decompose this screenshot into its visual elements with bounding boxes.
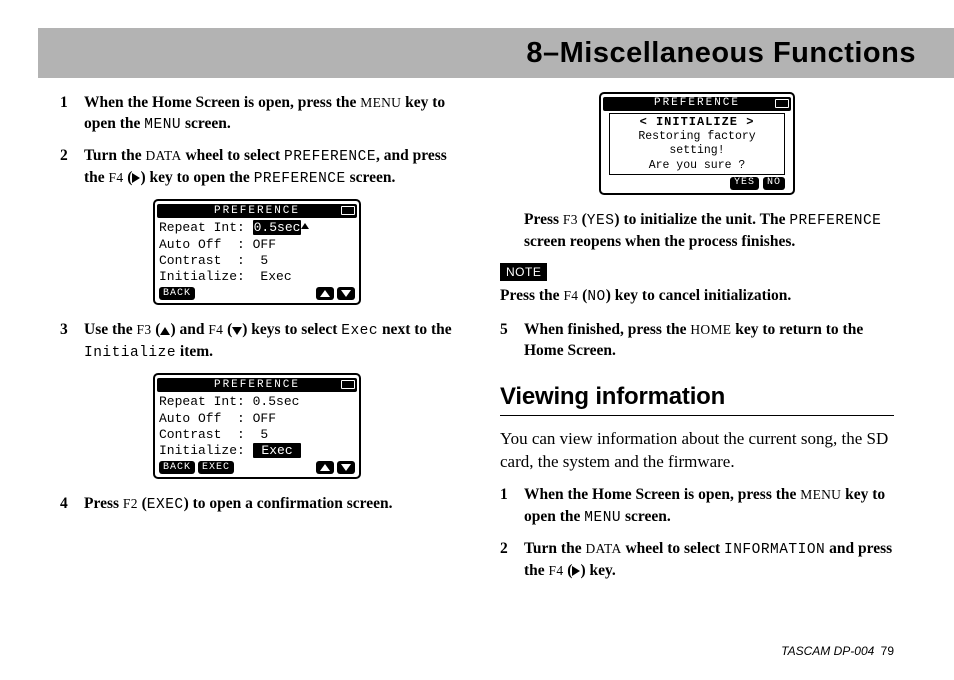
up-icon	[160, 327, 170, 335]
lcd-row: Auto Off : OFF	[159, 237, 355, 253]
viewing-step-1: 1 When the Home Screen is open, press th…	[500, 484, 894, 527]
step-number: 2	[60, 145, 74, 189]
lcd-dialog: < INITIALIZE > Restoring factory setting…	[609, 113, 785, 175]
lcd-3-wrap: PREFERENCE < INITIALIZE > Restoring fact…	[500, 92, 894, 195]
lcd-back-button: BACK	[159, 461, 195, 474]
viewing-step-2: 2 Turn the DATA wheel to select INFORMAT…	[500, 538, 894, 581]
section-heading: Viewing information	[500, 383, 894, 411]
page-footer: TASCAM DP-004 79	[781, 644, 894, 658]
lcd-up-button	[316, 287, 334, 300]
step-1: 1 When the Home Screen is open, press th…	[60, 92, 454, 135]
down-icon	[232, 327, 242, 335]
lcd-row: Contrast : 5	[159, 427, 355, 443]
step-body: Turn the DATA wheel to select INFORMATIO…	[524, 538, 894, 581]
note-badge: NOTE	[500, 263, 547, 281]
step-body: Press F2 (EXEC) to open a confirmation s…	[84, 493, 454, 515]
lcd-exec-button: EXEC	[198, 461, 234, 474]
lcd-1: PREFERENCE Repeat Int: 0.5sec Auto Off :…	[153, 199, 361, 305]
step-number: 1	[60, 92, 74, 135]
battery-icon	[775, 99, 789, 108]
manual-page: 8–Miscellaneous Functions 1 When the Hom…	[0, 0, 954, 680]
lcd-1-wrap: PREFERENCE Repeat Int: 0.5sec Auto Off :…	[60, 199, 454, 305]
lcd-row: Initialize: Exec	[159, 443, 355, 459]
step-2: 2 Turn the DATA wheel to select PREFEREN…	[60, 145, 454, 189]
right-column: PREFERENCE < INITIALIZE > Restoring fact…	[500, 92, 894, 591]
step-body: When the Home Screen is open, press the …	[84, 92, 454, 135]
step-body: Turn the DATA wheel to select PREFERENCE…	[84, 145, 454, 189]
note-text: Press the F4 (NO) key to cancel initiali…	[500, 285, 894, 307]
step-number: 2	[500, 538, 514, 581]
step-number: 3	[60, 319, 74, 363]
step-4: 4 Press F2 (EXEC) to open a confirmation…	[60, 493, 454, 515]
chapter-header-band: 8–Miscellaneous Functions	[38, 28, 954, 78]
step-number: 1	[500, 484, 514, 527]
footer-brand: TASCAM DP-004	[781, 644, 877, 658]
battery-icon	[341, 206, 355, 215]
step-3: 3 Use the F3 () and F4 () keys to select…	[60, 319, 454, 363]
page-number: 79	[881, 644, 894, 658]
lcd-row: Repeat Int: 0.5sec	[159, 220, 355, 236]
lcd-title: PREFERENCE	[157, 378, 357, 392]
lcd-down-button	[337, 461, 355, 474]
section-rule	[500, 415, 894, 416]
scroll-up-icon	[301, 223, 309, 229]
step-body: When the Home Screen is open, press the …	[524, 484, 894, 527]
lcd-2-wrap: PREFERENCE Repeat Int: 0.5sec Auto Off :…	[60, 373, 454, 479]
lcd-row: Contrast : 5	[159, 253, 355, 269]
note-block: NOTE Press the F4 (NO) key to cancel ini…	[500, 263, 894, 307]
lcd-footer: YES NO	[605, 177, 789, 190]
lcd-title: PREFERENCE	[603, 97, 791, 111]
lcd-row: Repeat Int: 0.5sec	[159, 394, 355, 410]
lcd-footer: BACK	[159, 287, 355, 300]
lcd-no-button: NO	[763, 177, 785, 190]
chapter-title: 8–Miscellaneous Functions	[526, 37, 916, 70]
lcd-row: Auto Off : OFF	[159, 411, 355, 427]
lcd-back-button: BACK	[159, 287, 195, 300]
lcd-up-button	[316, 461, 334, 474]
post-lcd3-text: Press F3 (YES) to initialize the unit. T…	[524, 209, 894, 252]
step-number: 4	[60, 493, 74, 515]
step-body: Use the F3 () and F4 () keys to select E…	[84, 319, 454, 363]
lcd-row: Initialize: Exec	[159, 269, 355, 285]
battery-icon	[341, 380, 355, 389]
step-body: When finished, press the HOME key to ret…	[524, 319, 894, 362]
section-para: You can view information about the curre…	[500, 428, 894, 474]
lcd-2: PREFERENCE Repeat Int: 0.5sec Auto Off :…	[153, 373, 361, 479]
lcd-yes-button: YES	[730, 177, 759, 190]
lcd-3: PREFERENCE < INITIALIZE > Restoring fact…	[599, 92, 795, 195]
step-5: 5 When finished, press the HOME key to r…	[500, 319, 894, 362]
step-number: 5	[500, 319, 514, 362]
left-column: 1 When the Home Screen is open, press th…	[60, 92, 454, 591]
columns: 1 When the Home Screen is open, press th…	[60, 92, 894, 591]
lcd-title: PREFERENCE	[157, 204, 357, 218]
lcd-down-button	[337, 287, 355, 300]
lcd-footer: BACK EXEC	[159, 461, 355, 474]
